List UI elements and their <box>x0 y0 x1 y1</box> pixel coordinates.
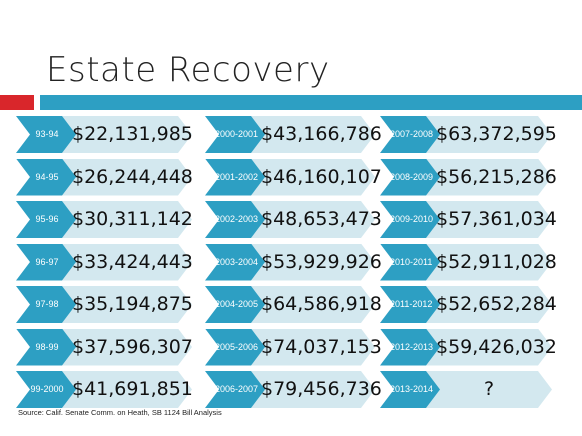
year-cell: $37,596,307 98-99 <box>16 329 193 366</box>
year-label: 2007-2008 <box>390 129 434 139</box>
year-cell: $64,586,918 2004-2005 <box>205 286 382 323</box>
amount-value: $48,653,473 <box>261 208 382 230</box>
page-title: Estate Recovery <box>46 50 330 90</box>
amount-value: $64,586,918 <box>261 293 382 315</box>
year-label: 2001-2002 <box>215 171 259 182</box>
amount-value: $41,691,851 <box>72 378 193 400</box>
year-label: 2009-2010 <box>390 214 434 224</box>
amount-value: $63,372,595 <box>436 123 557 145</box>
year-label: 2003-2004 <box>215 256 259 267</box>
year-cell: $56,215,286 2008-2009 <box>380 159 557 196</box>
amount-value: ? <box>483 378 495 400</box>
amount-value: $35,194,875 <box>72 293 193 315</box>
year-cell: $63,372,595 2007-2008 <box>380 116 557 153</box>
year-cell: $74,037,153 2005-2006 <box>205 329 382 366</box>
year-cell: $30,311,142 95-96 <box>16 201 193 238</box>
amount-value: $30,311,142 <box>72 208 193 230</box>
year-label: 2011-2012 <box>390 299 433 309</box>
year-label: 2010-2011 <box>390 256 433 267</box>
year-label: 2013-2014 <box>390 384 434 394</box>
year-label: 2006-2007 <box>215 384 259 394</box>
amount-value: $33,424,443 <box>72 250 193 273</box>
year-label: 94-95 <box>35 171 59 182</box>
amount-value: $52,911,028 <box>436 250 557 273</box>
year-cell: $79,456,736 2006-2007 <box>205 371 382 408</box>
year-label: 2008-2009 <box>390 171 434 182</box>
year-label: 2012-2013 <box>390 341 434 352</box>
amount-value: $74,037,153 <box>261 335 382 358</box>
year-label: 96-97 <box>35 256 59 267</box>
year-label: 98-99 <box>35 341 59 352</box>
year-cell: $46,160,107 2001-2002 <box>205 159 382 196</box>
year-label: 2005-2006 <box>215 341 259 352</box>
amount-value: $57,361,034 <box>436 208 557 230</box>
amount-value: $79,456,736 <box>261 378 382 400</box>
year-cell: $48,653,473 2002-2003 <box>205 201 382 238</box>
year-cell: $35,194,875 97-98 <box>16 286 193 323</box>
year-label: 2004-2005 <box>215 299 259 309</box>
amount-value: $43,166,786 <box>261 123 382 145</box>
year-label: 95-96 <box>35 214 59 224</box>
year-cell: $57,361,034 2009-2010 <box>380 201 557 238</box>
year-cell: $41,691,851 99-2000 <box>16 371 193 408</box>
amount-value: $59,426,032 <box>436 335 557 358</box>
amount-value: $52,652,284 <box>436 293 557 315</box>
year-label: 97-98 <box>35 299 59 309</box>
amount-value: $53,929,926 <box>261 250 382 273</box>
amount-value: $26,244,448 <box>72 165 193 188</box>
year-cell: $59,426,032 2012-2013 <box>380 329 557 366</box>
year-cell: $43,166,786 2000-2001 <box>205 116 382 153</box>
year-label: 2000-2001 <box>215 129 259 139</box>
year-cell: $22,131,985 93-94 <box>16 116 193 153</box>
year-cell: $52,911,028 2010-2011 <box>380 244 557 281</box>
year-cell: $52,652,284 2011-2012 <box>380 286 557 323</box>
source-note: Source: Calif. Senate Comm. on Heath, SB… <box>18 408 222 417</box>
amount-value: $56,215,286 <box>436 165 557 188</box>
header-bar-blue <box>40 95 582 110</box>
year-label: 2002-2003 <box>215 214 259 224</box>
year-label: 99-2000 <box>30 384 64 394</box>
year-cell: $53,929,926 2003-2004 <box>205 244 382 281</box>
amount-value: $22,131,985 <box>72 123 193 145</box>
amount-value: $46,160,107 <box>261 165 382 188</box>
year-cell: $26,244,448 94-95 <box>16 159 193 196</box>
amount-value: $37,596,307 <box>72 335 193 358</box>
header-bar-red <box>0 95 34 110</box>
year-cell: $33,424,443 96-97 <box>16 244 193 281</box>
year-cell: ? 2013-2014 <box>380 371 552 408</box>
year-label: 93-94 <box>35 129 59 139</box>
